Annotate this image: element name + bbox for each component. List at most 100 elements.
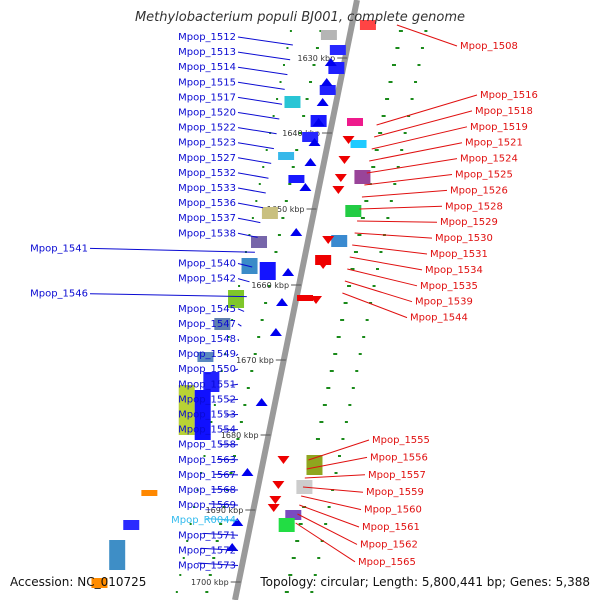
guide-dot [313, 574, 317, 576]
minus-strand-arrow [338, 156, 351, 164]
label-leader-line [361, 189, 448, 198]
guide-dot [246, 387, 250, 389]
label-leader-line [357, 220, 438, 223]
guide-dot [212, 557, 216, 559]
tick-label: 1670 kbp [236, 356, 274, 365]
tick-label: 1650 kbp [267, 205, 305, 214]
guide-dot [362, 336, 366, 338]
gene-label-left: Mpop_1537 [178, 213, 236, 224]
guide-dot [288, 183, 292, 185]
gene-label-left: Mpop_1568 [178, 485, 236, 496]
guide-dot [320, 540, 324, 542]
gene-label-right: Mpop_1539 [415, 297, 473, 308]
guide-dot [398, 30, 403, 32]
gene-feature [203, 372, 220, 392]
guide-dot [388, 81, 393, 83]
guide-dot [374, 149, 379, 151]
gene-label-left: Mpop_1571 [178, 530, 236, 541]
label-leader-line [225, 414, 239, 416]
guide-dot [417, 64, 421, 66]
guide-dot [329, 370, 334, 372]
guide-dot [355, 370, 359, 372]
label-leader-line [237, 308, 245, 312]
guide-dot [220, 370, 223, 372]
label-leader-line [237, 142, 274, 150]
gene-label-left: Mpop_1563 [178, 455, 236, 466]
plus-strand-arrow [290, 228, 303, 236]
guide-dot [264, 302, 268, 304]
guide-dot [295, 149, 299, 151]
guide-dot [324, 523, 328, 525]
guide-dot [302, 115, 306, 117]
gene-label-right: Mpop_1516 [480, 90, 538, 101]
gene-label-left: Mpop_1540 [178, 259, 236, 270]
plus-strand-arrow [308, 138, 321, 146]
label-leader-line [208, 503, 239, 506]
guide-dot [386, 217, 390, 219]
gene-label-left: Mpop_1550 [178, 364, 236, 375]
gene-label-left: Mpop_1549 [178, 349, 236, 360]
gene-label-left: Mpop_1572 [178, 545, 236, 556]
label-leader-line [237, 187, 266, 194]
guide-dot [393, 183, 397, 185]
label-leader-line [308, 439, 370, 461]
tick-label: 1660 kbp [251, 281, 289, 290]
gene-label-left: Mpop_1546 [30, 289, 88, 300]
minus-strand-arrow [317, 261, 330, 269]
gene-feature [347, 118, 364, 126]
plus-strand-arrow [282, 268, 295, 276]
gene-label-left: Mpop_1533 [178, 183, 236, 194]
guide-dot [420, 47, 424, 49]
guide-dot [322, 404, 327, 406]
gene-feature [261, 207, 278, 219]
gene-label-right: Mpop_1524 [460, 154, 518, 165]
plus-strand-arrow [324, 58, 337, 66]
kbp-ticks: 1630 kbp 1640 kbp 1650 kbp 1660 kbp 1670 kbp… [191, 54, 348, 587]
minus-strand-arrow [342, 136, 355, 144]
gene-label-left: Mpop_1569 [178, 500, 236, 511]
label-leader-line [364, 174, 453, 186]
guide-dot [424, 30, 428, 32]
guide-dot [205, 591, 209, 593]
gene-feature [302, 132, 319, 142]
gene-feature [141, 490, 158, 496]
gene-label-right: Mpop_1535 [420, 281, 478, 292]
gene-feature [197, 352, 214, 362]
label-leader-line [200, 547, 239, 551]
guide-dot [200, 472, 203, 474]
gene-feature [297, 295, 314, 301]
label-leader-line [299, 504, 360, 528]
guide-dot [378, 132, 383, 134]
guide-dot [258, 183, 261, 185]
gene-label-left: Mpop_1527 [178, 153, 236, 164]
guide-dot [239, 421, 243, 423]
guide-dot [315, 438, 320, 440]
minus-strand-arrow [322, 236, 335, 244]
label-leader-line [354, 232, 433, 239]
guide-dot [350, 268, 355, 270]
accession-text: Accession: NC_010725 [10, 575, 147, 589]
minus-strand-arrow [277, 456, 290, 464]
label-leader-line [304, 474, 366, 479]
guide-dot [279, 81, 282, 83]
guide-dot [391, 64, 396, 66]
guide-dot [312, 64, 316, 66]
gene-feature [315, 255, 332, 265]
gene-label-left: Mpop_1541 [30, 243, 88, 254]
guide-dot [250, 370, 254, 372]
guide-dot [243, 404, 247, 406]
gene-label-left: Mpop_1538 [178, 228, 236, 239]
guide-dot [364, 200, 369, 202]
label-leader-line [237, 66, 288, 76]
guide-dot [213, 404, 216, 406]
gene-feature [288, 175, 305, 183]
label-leader-line [301, 495, 362, 511]
label-leader-line [366, 158, 458, 174]
guide-dot [224, 353, 227, 355]
minus-strand-arrow [310, 296, 322, 304]
left-gene-labels: Mpop_1512 Mpop_1513 Mpop_1514 Mpop_1515 Mpop… [30, 32, 293, 572]
guide-dot [291, 166, 295, 168]
gene-feature [350, 140, 367, 148]
label-leader-line [297, 513, 358, 545]
